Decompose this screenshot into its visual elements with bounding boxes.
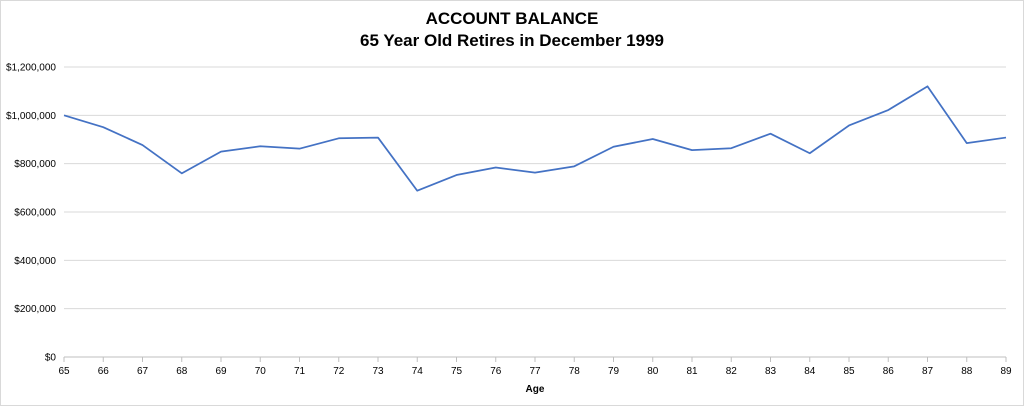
y-tick-label: $400,000 [14, 256, 56, 267]
x-tick-label: 72 [333, 366, 345, 377]
y-tick-label: $1,000,000 [6, 111, 56, 122]
x-tick-label: 78 [569, 366, 581, 377]
chart-subtitle: 65 Year Old Retires in December 1999 [360, 31, 664, 50]
x-tick-label: 65 [58, 366, 70, 377]
series-line [63, 85, 1007, 192]
x-tick-label: 82 [726, 366, 738, 377]
y-tick-label: $600,000 [14, 208, 56, 219]
x-tick-label: 83 [765, 366, 777, 377]
chart-title-block: ACCOUNT BALANCE 65 Year Old Retires in D… [0, 8, 1024, 52]
y-tick-label: $0 [45, 353, 57, 364]
x-tick-label: 70 [255, 366, 267, 377]
axes [63, 356, 1007, 362]
x-axis-label: Age [526, 384, 545, 395]
x-tick-label: 80 [647, 366, 659, 377]
gridlines [64, 66, 1006, 310]
x-tick-label: 71 [294, 366, 306, 377]
x-tick-label: 69 [215, 366, 227, 377]
series-layer [63, 85, 1007, 192]
x-tick-label: 77 [529, 366, 541, 377]
x-tick-label: 81 [686, 366, 698, 377]
x-tick-label: 73 [372, 366, 384, 377]
y-tick-label: $800,000 [14, 159, 56, 170]
x-tick-label: 84 [804, 366, 816, 377]
x-tick-label: 89 [1000, 366, 1012, 377]
x-tick-label: 74 [412, 366, 424, 377]
x-tick-label: 75 [451, 366, 463, 377]
x-tick-label: 66 [98, 366, 110, 377]
x-tick-label: 67 [137, 366, 149, 377]
x-tick-label: 79 [608, 366, 620, 377]
chart-title: ACCOUNT BALANCE [425, 9, 599, 28]
tick-labels: $0 $200,000 $400,000 $600,000 $800,000 $1,000… [6, 63, 1012, 378]
x-tick-label: 76 [490, 366, 502, 377]
y-tick-label: $200,000 [14, 304, 56, 315]
x-tick-label: 85 [843, 366, 855, 377]
y-tick-label: $1,200,000 [6, 63, 56, 74]
x-tick-label: 68 [176, 366, 188, 377]
x-tick-label: 87 [922, 366, 934, 377]
x-tick-label: 88 [961, 366, 973, 377]
x-tick-label: 86 [883, 366, 895, 377]
